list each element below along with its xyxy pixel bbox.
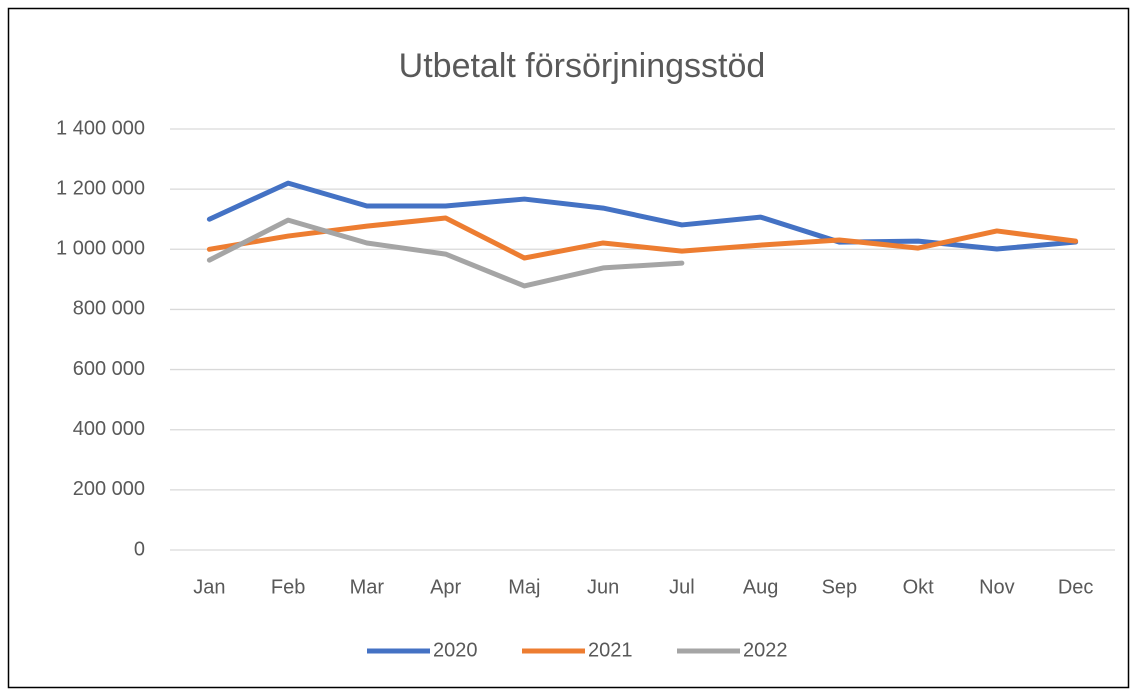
data-line xyxy=(206,180,1079,252)
y-tick-label: 1 200 000 xyxy=(56,177,145,199)
x-tick-label: Aug xyxy=(743,576,779,598)
y-tick-label: 800 000 xyxy=(73,298,145,320)
chart-border xyxy=(7,7,1130,689)
x-tick-label: Jun xyxy=(587,576,619,598)
x-tick-label: Feb xyxy=(271,576,305,598)
y-tick-label: 0 xyxy=(134,538,145,560)
y-tick-label: 200 000 xyxy=(73,478,145,500)
y-tick-label: 1 400 000 xyxy=(56,117,145,139)
x-tick-label: Maj xyxy=(508,576,540,598)
legend-label: 2020 xyxy=(433,639,478,661)
y-tick-label: 1 000 000 xyxy=(56,238,145,260)
x-tick-label: Mar xyxy=(350,576,385,598)
chart-title: Utbetalt försörjningsstöd xyxy=(399,47,766,85)
x-tick-label: Jul xyxy=(669,576,695,598)
x-tick-label: Jan xyxy=(193,576,225,598)
legend-label: 2022 xyxy=(743,639,788,661)
x-tick-label: Sep xyxy=(822,576,858,598)
data-line xyxy=(206,217,685,289)
x-tick-label: Dec xyxy=(1058,576,1094,598)
x-tick-label: Nov xyxy=(979,576,1015,598)
y-tick-label: 400 000 xyxy=(73,418,145,440)
data-line xyxy=(206,215,1079,261)
legend-label: 2021 xyxy=(588,639,633,661)
y-tick-label: 600 000 xyxy=(73,358,145,380)
x-tick-label: Apr xyxy=(430,576,461,598)
x-tick-label: Okt xyxy=(903,576,935,598)
